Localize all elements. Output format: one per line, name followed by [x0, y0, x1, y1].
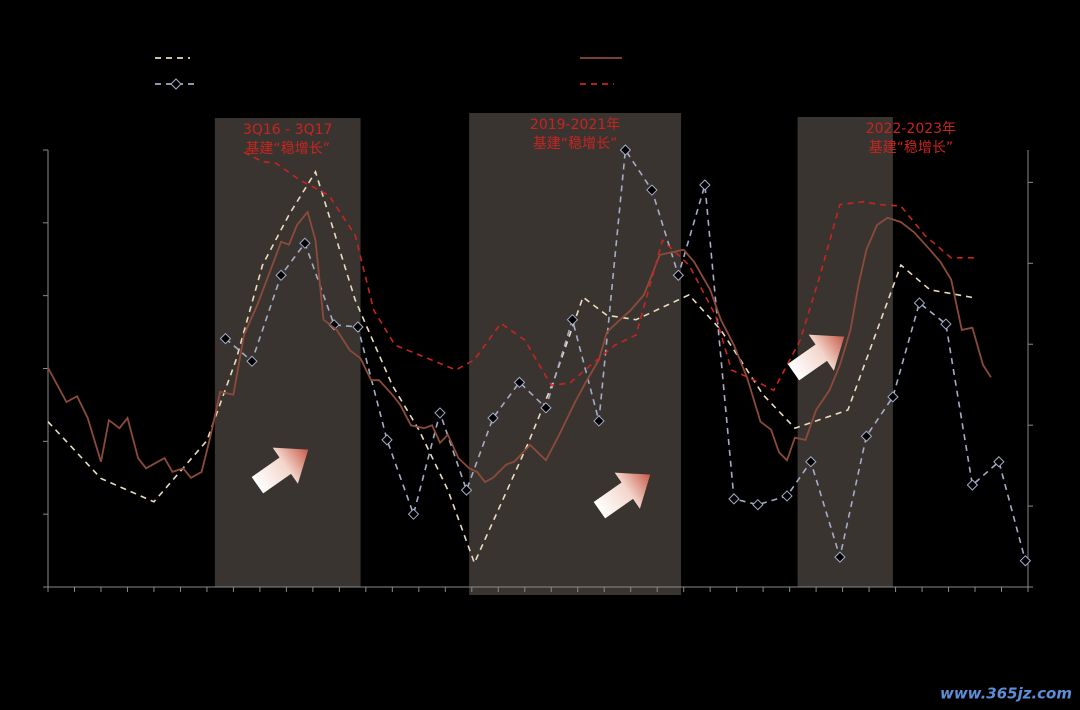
point-marker	[752, 498, 764, 511]
point-marker	[434, 407, 446, 419]
trend-arrow	[593, 472, 651, 519]
point-marker	[860, 430, 873, 442]
axes	[43, 149, 1033, 592]
series-line	[243, 151, 978, 392]
point-marker	[1019, 555, 1032, 567]
point-marker	[381, 434, 393, 446]
lines	[47, 144, 1032, 567]
bands: 3Q16 - 3Q17基建“稳增长”2019-2021年基建“稳增长”2022-…	[214, 113, 956, 595]
point-marker	[672, 269, 685, 281]
point-marker	[805, 456, 817, 468]
period-label: 基建“稳增长”	[245, 140, 330, 157]
trend-arrow	[787, 334, 845, 381]
point-marker	[513, 376, 526, 389]
legend-marker	[170, 78, 182, 90]
point-marker	[328, 319, 340, 331]
point-marker	[487, 412, 499, 424]
point-marker	[966, 479, 979, 491]
period-band	[214, 118, 361, 587]
point-marker	[352, 321, 364, 333]
point-marker	[460, 484, 473, 496]
point-marker	[275, 269, 287, 281]
point-marker	[699, 179, 711, 191]
point-marker	[299, 237, 311, 249]
point-marker	[834, 551, 846, 563]
period-label: 基建“稳增长”	[869, 139, 954, 156]
point-marker	[407, 508, 420, 520]
point-marker	[619, 144, 632, 156]
point-marker	[593, 415, 605, 427]
period-label: 2022-2023年	[866, 121, 956, 137]
series-line	[47, 169, 976, 566]
point-marker	[246, 355, 258, 367]
period-band	[469, 113, 682, 595]
period-label: 2019-2021年	[530, 117, 620, 133]
point-marker	[566, 313, 579, 326]
point-marker	[728, 493, 740, 505]
point-marker	[540, 402, 552, 414]
period-label: 基建“稳增长”	[533, 135, 618, 152]
series-line	[47, 209, 992, 484]
arrows	[251, 334, 845, 519]
watermark: www.365jz.com	[940, 685, 1072, 703]
point-marker	[887, 391, 899, 403]
point-marker	[993, 456, 1005, 468]
point-marker	[219, 332, 232, 345]
point-marker	[781, 490, 793, 502]
trend-arrow	[251, 447, 309, 494]
point-marker	[940, 318, 952, 330]
legend	[155, 57, 622, 90]
point-marker	[646, 184, 658, 196]
period-label: 3Q16 - 3Q17	[243, 122, 332, 138]
point-marker	[913, 297, 926, 309]
